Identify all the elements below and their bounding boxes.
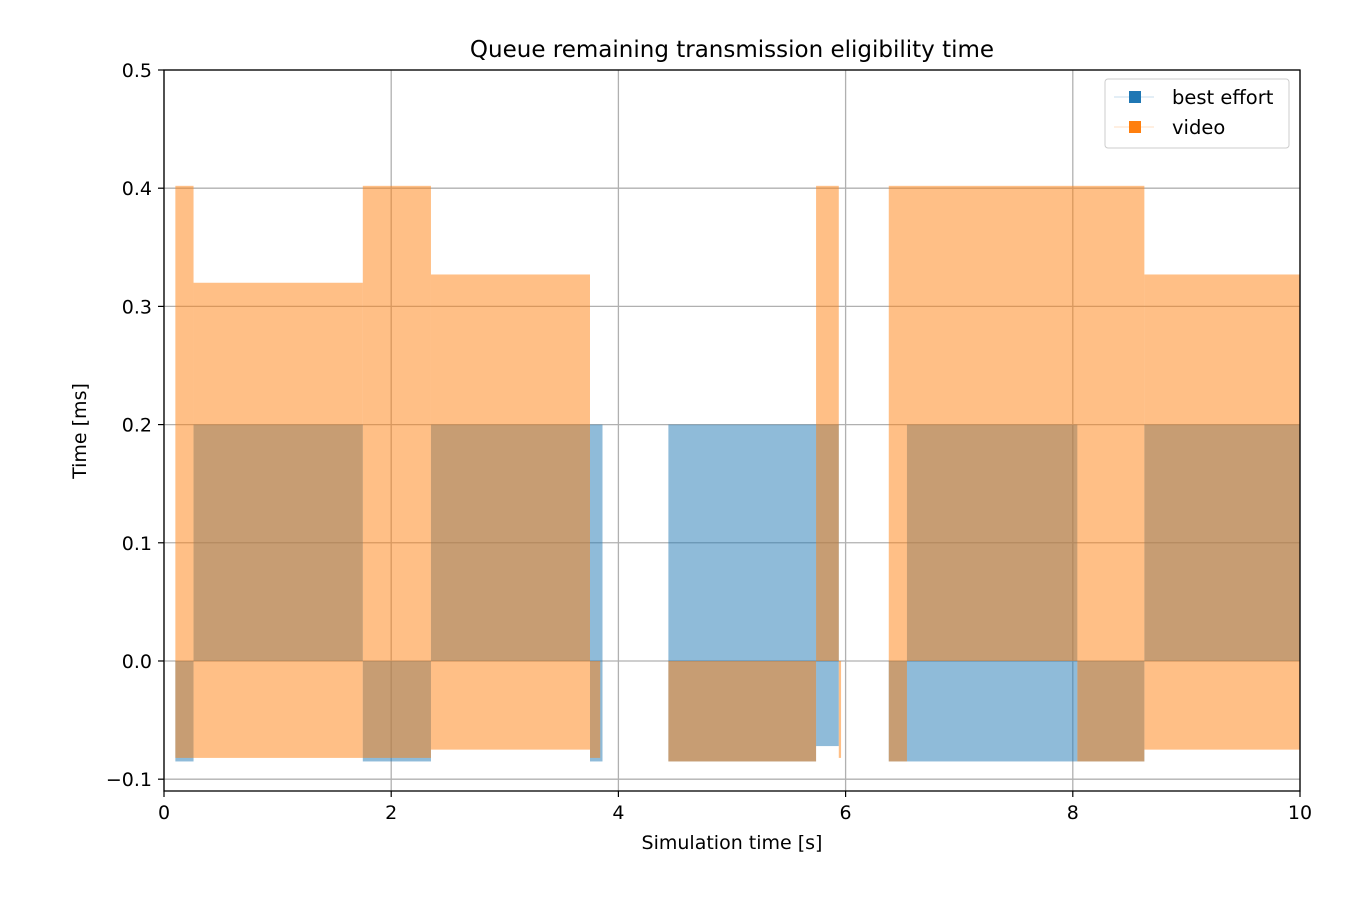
x-tick-label-0: 0 <box>158 802 170 824</box>
legend-swatch-video <box>1129 121 1141 133</box>
x-tick-label-1: 2 <box>385 802 397 824</box>
y-tick-label-4: 0.3 <box>122 296 152 318</box>
data-bands <box>175 185 1300 762</box>
x-tick-label-2: 4 <box>612 802 624 824</box>
legend-label-video: video <box>1172 116 1225 139</box>
x-tick-label-3: 6 <box>840 802 852 824</box>
band-video-2 <box>362 185 431 758</box>
plot-frame <box>163 69 1301 792</box>
band-video-6 <box>816 185 839 661</box>
band-video-10 <box>1077 660 1145 762</box>
band-video-7 <box>838 660 842 758</box>
y-axis-label: Time [ms] <box>69 383 91 480</box>
legend-swatch-best-effort <box>1129 91 1141 103</box>
x-tick-label-5: 10 <box>1288 802 1312 824</box>
series-video <box>175 185 1300 762</box>
y-tick-label-2: 0.1 <box>122 533 152 555</box>
axis-ticks: 0 2 4 6 8 10 −0.1 0.0 0.1 0.2 0.3 0.4 0.5 <box>106 60 1312 824</box>
y-tick-label-1: 0.0 <box>122 651 152 673</box>
legend-label-best-effort: best effort <box>1172 86 1274 109</box>
band-video-0 <box>175 185 194 758</box>
chart-title: Queue remaining transmission eligibility… <box>470 37 994 63</box>
band-video-8 <box>888 185 1145 661</box>
x-axis-label: Simulation time [s] <box>642 832 823 854</box>
y-tick-label-6: 0.5 <box>122 60 152 82</box>
legend-box <box>1104 78 1290 149</box>
y-tick-label-3: 0.2 <box>122 415 152 437</box>
band-video-4 <box>590 660 601 758</box>
band-video-5 <box>668 660 817 762</box>
band-video-9 <box>888 660 907 762</box>
band-video-1 <box>193 282 363 758</box>
band-video-3 <box>430 274 590 750</box>
band-video-11 <box>1144 274 1300 750</box>
y-tick-label-0: −0.1 <box>106 769 152 791</box>
legend: best effort video <box>1104 78 1290 149</box>
x-tick-label-4: 8 <box>1067 802 1079 824</box>
y-tick-label-5: 0.4 <box>122 178 152 200</box>
